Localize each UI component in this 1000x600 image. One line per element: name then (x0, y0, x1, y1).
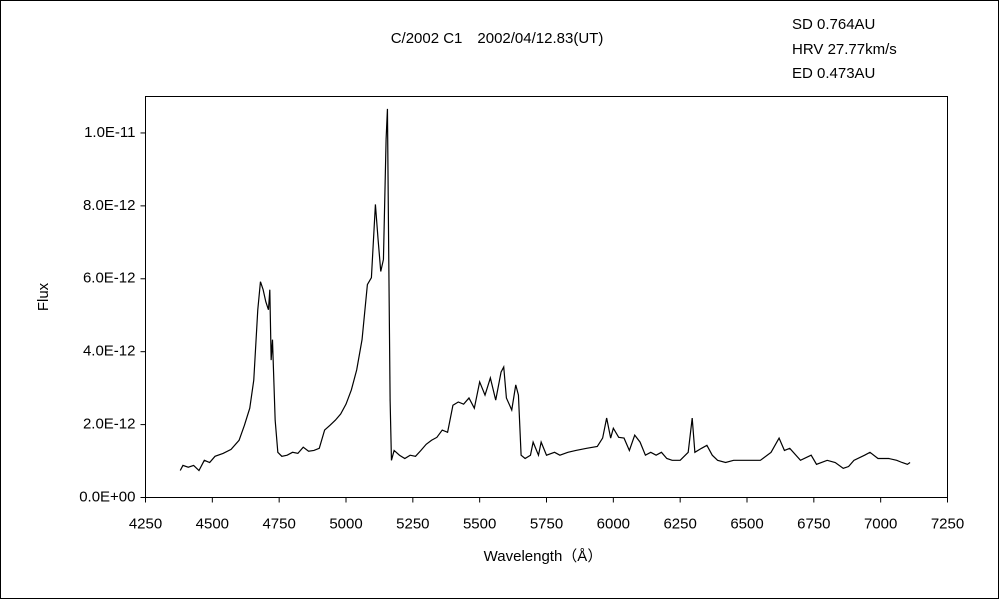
chart-title: C/2002 C1 2002/04/12.83(UT) (391, 30, 604, 47)
spectrum-line (179, 108, 911, 472)
x-tick-label: 7250 (931, 515, 964, 532)
annotation: SD 0.764AU (792, 16, 875, 33)
y-tick-label: 0.0E+00 (79, 488, 135, 505)
x-tick-label: 4250 (129, 515, 162, 532)
x-tick-label: 7000 (864, 515, 897, 532)
y-tick-label: 6.0E-12 (83, 270, 136, 287)
y-axis-label: Flux (35, 282, 52, 311)
y-tick-label: 8.0E-12 (83, 197, 136, 214)
x-tick-label: 5000 (329, 515, 362, 532)
x-tick-label: 6000 (597, 515, 630, 532)
x-tick-label: 6500 (730, 515, 763, 532)
y-tick-label: 1.0E-11 (84, 124, 135, 141)
x-tick-label: 4750 (262, 515, 295, 532)
y-tick-label: 4.0E-12 (83, 343, 136, 360)
x-tick-label: 5250 (396, 515, 429, 532)
x-tick-label: 6250 (663, 515, 696, 532)
x-tick-label: 5750 (530, 515, 563, 532)
y-tick-label: 2.0E-12 (83, 416, 136, 433)
annotation: ED 0.473AU (792, 65, 875, 82)
x-tick-label: 4500 (196, 515, 229, 532)
x-tick-label: 6750 (797, 515, 830, 532)
annotation: HRV 27.77km/s (792, 41, 897, 58)
x-tick-label: 5500 (463, 515, 496, 532)
x-axis-label: Wavelength（Å） (484, 548, 603, 565)
